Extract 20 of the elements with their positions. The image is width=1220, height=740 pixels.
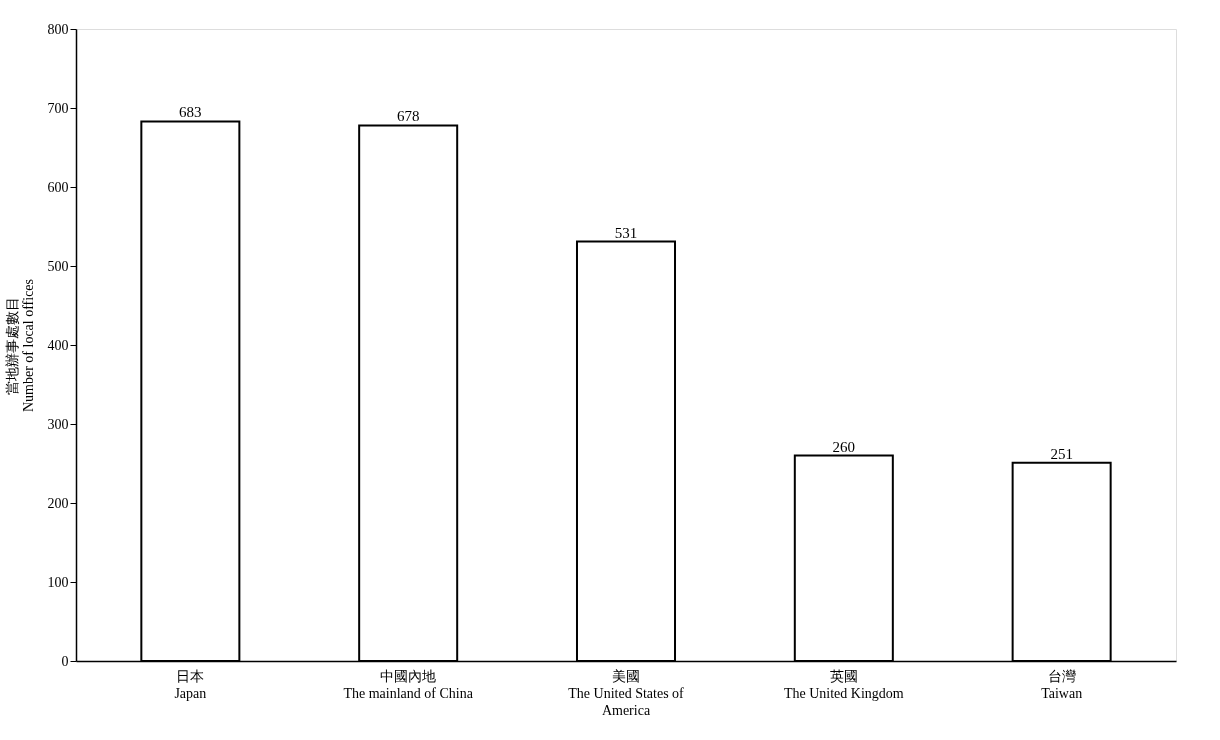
x-tick-label: 日本 Japan	[174, 668, 207, 701]
y-tick-label: 500	[47, 258, 69, 274]
y-tick-label: 400	[47, 337, 69, 353]
x-tick-label: 美國 The United States of America	[568, 668, 685, 718]
y-axis-title: 當地辦事處數目 Number of local offices	[4, 278, 36, 413]
y-tick-label: 300	[47, 416, 69, 432]
data-label: 260	[832, 438, 856, 455]
x-tick-label: 英國 The United Kingdom	[783, 668, 904, 701]
data-label: 683	[179, 104, 202, 121]
y-tick-label: 800	[47, 21, 69, 37]
y-tick-label: 600	[47, 179, 69, 195]
y-tick-label: 100	[47, 574, 69, 590]
x-tick-label: 中國內地 The mainland of China	[343, 668, 474, 701]
data-label: 678	[396, 108, 420, 125]
y-tick-label: 700	[47, 100, 69, 116]
y-tick-label: 200	[47, 495, 69, 511]
data-label: 251	[1050, 445, 1073, 462]
y-tick-label: 0	[61, 653, 69, 669]
data-label: 531	[614, 224, 638, 241]
x-tick-label: 台灣 Taiwan	[1041, 668, 1083, 701]
